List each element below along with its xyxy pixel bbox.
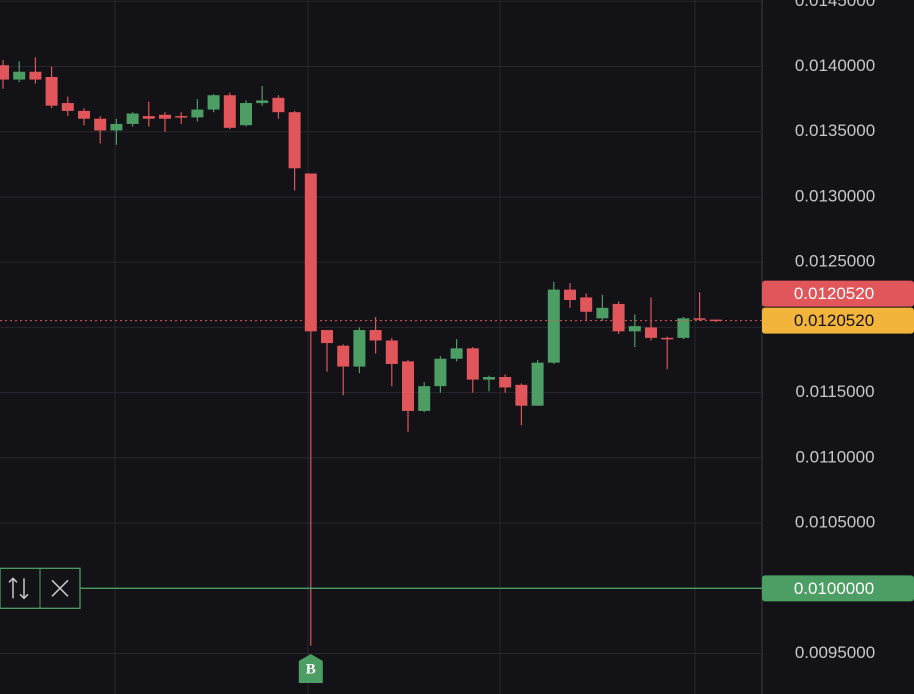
candle-body — [94, 118, 107, 131]
y-tick-label: 0.0110000 — [795, 447, 874, 466]
candle-body — [596, 307, 609, 319]
candle-body — [466, 348, 479, 380]
candle-body — [0, 65, 9, 80]
candle-body — [353, 330, 366, 367]
candle-body — [369, 330, 382, 341]
candle-body — [515, 384, 528, 406]
candle-body — [531, 362, 544, 406]
last-price-box-yellow — [762, 307, 914, 334]
y-tick-label: 0.0145000 — [795, 0, 875, 10]
candle-body — [45, 76, 58, 106]
candle-body — [207, 95, 220, 110]
candle-body — [645, 327, 657, 338]
candle-body — [661, 337, 674, 340]
order-price-box — [762, 575, 914, 602]
order-close-icon[interactable] — [51, 579, 69, 597]
candle-body — [110, 123, 123, 131]
y-tick-label: 0.0095000 — [795, 643, 875, 662]
y-tick-label: 0.0140000 — [795, 56, 875, 75]
candle-body — [547, 289, 560, 363]
candle-body — [628, 326, 641, 332]
candle-body — [256, 100, 269, 104]
vertical-grid — [114, 0, 696, 694]
order-arrows-icon — [8, 577, 29, 600]
candle-body — [450, 348, 463, 359]
y-tick-label: 0.0115000 — [795, 382, 874, 401]
last-price-label-yellow: 0.0120520 — [794, 311, 874, 330]
candle-body — [580, 297, 593, 312]
candle-body — [126, 113, 139, 124]
candle-body — [434, 358, 447, 387]
last-price-box-red — [762, 280, 914, 307]
candle-body — [13, 71, 26, 80]
candle-body — [402, 361, 414, 411]
candle-body — [499, 377, 512, 388]
candle-body — [175, 116, 188, 118]
y-tick-label: 0.0125000 — [795, 252, 875, 271]
candle-body — [272, 97, 285, 113]
candle-body — [564, 289, 576, 301]
y-tick-label: 0.0105000 — [795, 513, 875, 532]
candle-body — [29, 71, 42, 80]
candle-body — [418, 386, 431, 411]
candle-body — [677, 318, 690, 338]
candle-body — [385, 340, 398, 364]
candle-body — [288, 112, 301, 169]
last-price-label-red: 0.0120520 — [794, 284, 874, 303]
y-tick-label: 0.0130000 — [795, 186, 875, 205]
candle-body — [304, 173, 317, 332]
buy-marker — [298, 654, 323, 683]
y-tick-label: 0.0135000 — [795, 121, 875, 140]
candle-body — [612, 303, 625, 332]
candle-body — [61, 103, 74, 111]
candle-body — [223, 95, 236, 128]
candle-body — [483, 377, 495, 380]
candle-body — [693, 318, 706, 320]
candle-body — [142, 116, 155, 119]
buy-marker-label: B — [306, 661, 316, 677]
candle-body — [78, 110, 90, 119]
candle-body — [337, 345, 350, 367]
candle-body — [159, 114, 171, 119]
candle-body — [240, 103, 252, 126]
candle-body — [191, 109, 204, 118]
order-price-label: 0.0100000 — [794, 579, 874, 598]
candle-body — [321, 330, 333, 344]
